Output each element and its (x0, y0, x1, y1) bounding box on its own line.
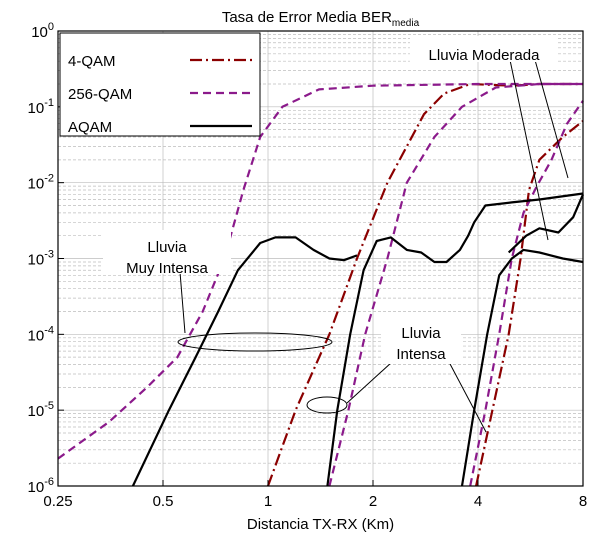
annotation-leader (448, 361, 487, 433)
chart-ticks: 0.25 0.5 1 2 4 8 100 10-1 10-2 10-3 10-4 10-5 10-6 (28, 21, 588, 510)
annotation-label: Lluvia (147, 239, 187, 256)
y-tick-label: 10-1 (28, 97, 54, 117)
annotation-box (103, 230, 231, 274)
chart-title-main: Tasa de Error Media BER (222, 9, 392, 26)
series-line-256-qam (328, 82, 583, 487)
y-tick-label: 10-2 (28, 173, 54, 193)
series-line-4-qam (266, 82, 583, 487)
chart-series (57, 82, 585, 487)
series-line-256-qam (469, 100, 584, 487)
legend-label: 256-QAM (68, 86, 132, 103)
series-line-aqam (131, 236, 358, 487)
y-tick-label: 100 (31, 21, 54, 41)
annotation-ellipse (306, 396, 348, 414)
y-tick-label: 10-4 (28, 324, 54, 344)
series-line-256-qam (57, 82, 583, 460)
series-line-aqam (507, 193, 585, 254)
series-line-aqam (326, 192, 584, 487)
annotation-leader (534, 59, 569, 179)
annotation-label: Lluvia (401, 325, 441, 342)
annotation-label: Muy Intensa (126, 260, 208, 277)
annotation-box (381, 318, 461, 364)
legend-label: AQAM (68, 119, 112, 136)
y-tick-label: 10-3 (28, 249, 54, 269)
annotation-box (410, 36, 558, 62)
x-axis-label: Distancia TX-RX (Km) (247, 516, 394, 533)
annotation-label: Lluvia Moderada (429, 47, 541, 64)
x-tick-label: 8 (579, 493, 587, 510)
annotation-leader (346, 361, 393, 404)
x-tick-label: 0.25 (43, 493, 72, 510)
series-line-aqam (460, 248, 584, 487)
chart-title-subscript: media (392, 18, 420, 29)
annotation-label: Intensa (396, 346, 446, 363)
x-tick-label: 2 (369, 493, 377, 510)
chart-title: Tasa de Error Media BERmedia (222, 9, 420, 29)
x-tick-label: 0.5 (153, 493, 174, 510)
legend-box (59, 32, 261, 137)
x-tick-label: 1 (264, 493, 272, 510)
annotation-leader (179, 271, 186, 334)
annotation-leader (509, 59, 549, 241)
x-tick-label: 4 (474, 493, 482, 510)
chart-legend: 4-QAM 256-QAM AQAM (59, 32, 261, 137)
legend-label: 4-QAM (68, 53, 116, 70)
annotation-ellipse (177, 332, 333, 352)
y-tick-label: 10-6 (28, 476, 54, 496)
y-tick-label: 10-5 (28, 400, 54, 420)
chart-annotations: Lluvia Muy Intensa Lluvia Intensa Lluvia Mod… (103, 36, 569, 433)
